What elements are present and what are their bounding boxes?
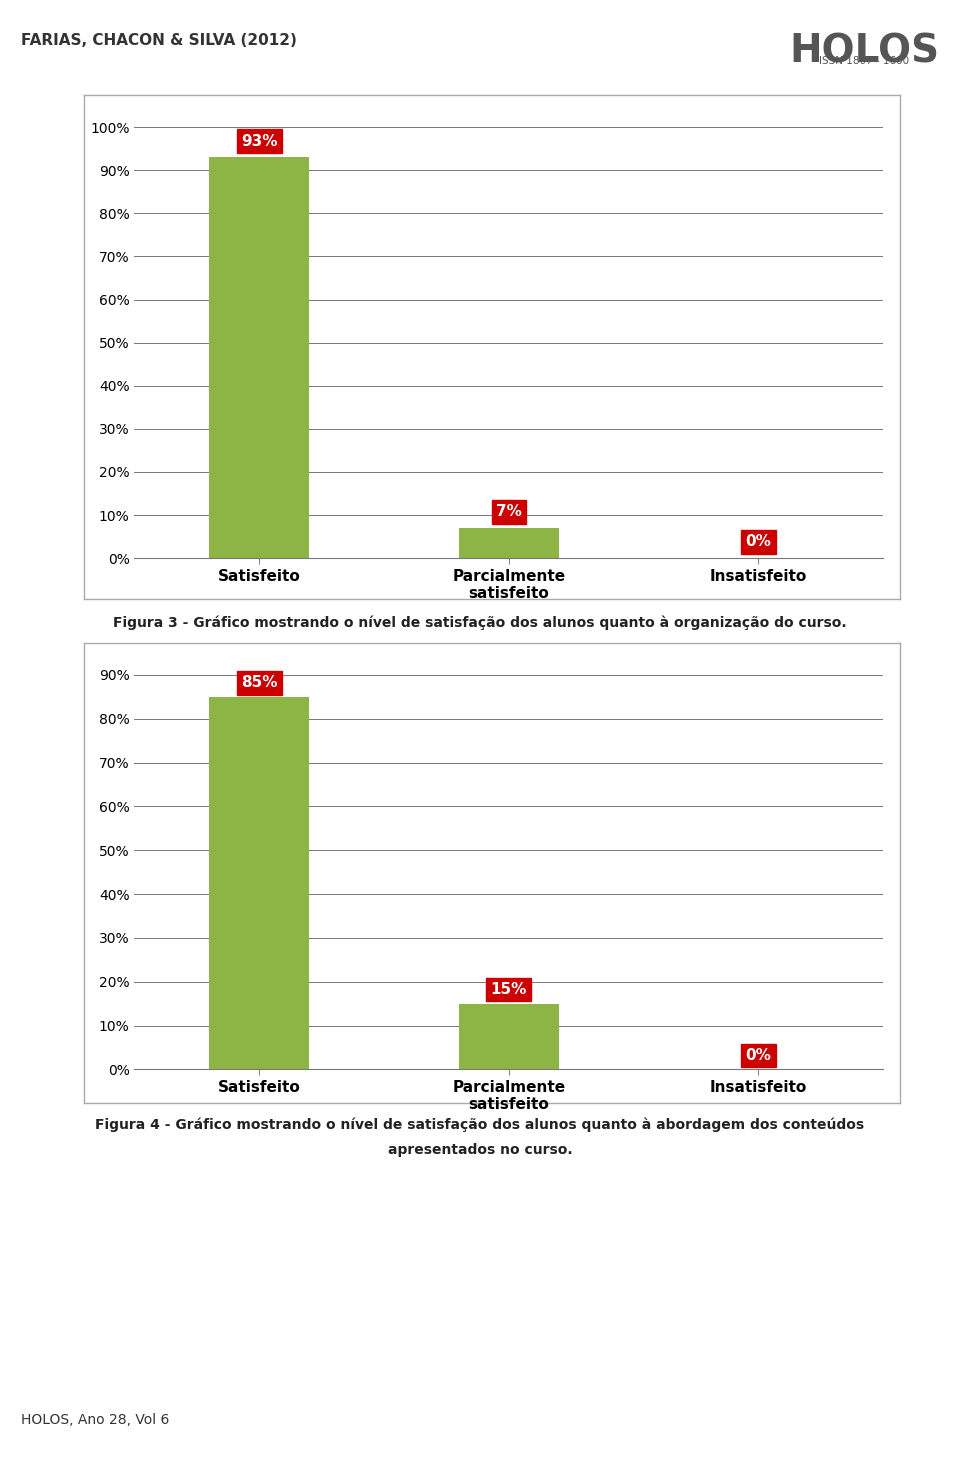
Bar xyxy=(209,697,309,1069)
Text: 15%: 15% xyxy=(491,982,527,996)
Text: HOLOS, Ano 28, Vol 6: HOLOS, Ano 28, Vol 6 xyxy=(21,1413,170,1427)
Text: 85%: 85% xyxy=(241,675,277,691)
Text: HOLOS: HOLOS xyxy=(789,32,939,70)
Text: Figura 3 - Gráfico mostrando o nível de satisfação dos alunos quanto à organizaç: Figura 3 - Gráfico mostrando o nível de … xyxy=(113,615,847,630)
Text: 120: 120 xyxy=(870,1413,902,1427)
Bar xyxy=(209,158,309,558)
Text: Figura 4 - Gráfico mostrando o nível de satisfação dos alunos quanto à abordagem: Figura 4 - Gráfico mostrando o nível de … xyxy=(95,1118,865,1132)
Text: 7%: 7% xyxy=(496,504,521,519)
Text: ISSN 1807 - 1600: ISSN 1807 - 1600 xyxy=(819,56,909,66)
Text: FARIAS, CHACON & SILVA (2012): FARIAS, CHACON & SILVA (2012) xyxy=(21,34,297,48)
Text: 93%: 93% xyxy=(241,133,277,149)
Text: 0%: 0% xyxy=(746,535,771,549)
Text: apresentados no curso.: apresentados no curso. xyxy=(388,1143,572,1157)
Bar xyxy=(459,1004,559,1069)
Text: 0%: 0% xyxy=(746,1048,771,1064)
Bar xyxy=(459,527,559,558)
